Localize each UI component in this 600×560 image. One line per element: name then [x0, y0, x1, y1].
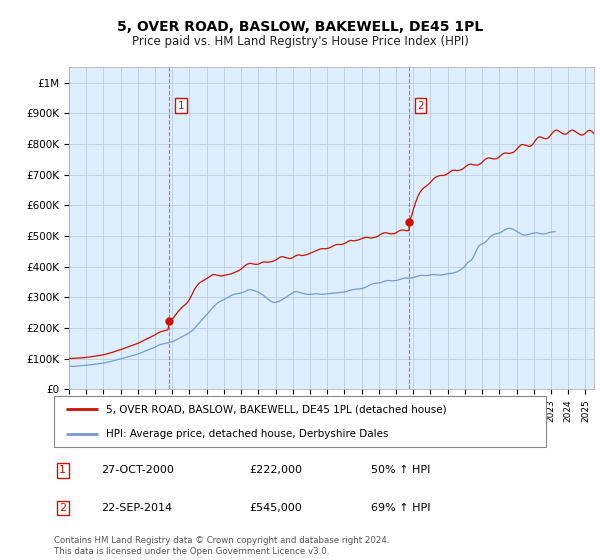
Text: Price paid vs. HM Land Registry's House Price Index (HPI): Price paid vs. HM Land Registry's House …: [131, 35, 469, 48]
FancyBboxPatch shape: [54, 396, 546, 447]
Text: 2: 2: [417, 101, 424, 111]
Text: £222,000: £222,000: [250, 465, 302, 475]
Text: Contains HM Land Registry data © Crown copyright and database right 2024.
This d: Contains HM Land Registry data © Crown c…: [54, 536, 389, 556]
Text: 5, OVER ROAD, BASLOW, BAKEWELL, DE45 1PL (detached house): 5, OVER ROAD, BASLOW, BAKEWELL, DE45 1PL…: [106, 404, 446, 414]
Text: HPI: Average price, detached house, Derbyshire Dales: HPI: Average price, detached house, Derb…: [106, 428, 388, 438]
Text: 27-OCT-2000: 27-OCT-2000: [101, 465, 175, 475]
Text: 22-SEP-2014: 22-SEP-2014: [101, 503, 173, 513]
Text: 69% ↑ HPI: 69% ↑ HPI: [371, 503, 430, 513]
Text: 5, OVER ROAD, BASLOW, BAKEWELL, DE45 1PL: 5, OVER ROAD, BASLOW, BAKEWELL, DE45 1PL: [117, 20, 483, 34]
Text: 2: 2: [59, 503, 67, 513]
Text: 1: 1: [178, 101, 184, 111]
Text: 1: 1: [59, 465, 66, 475]
Text: £545,000: £545,000: [250, 503, 302, 513]
Text: 50% ↑ HPI: 50% ↑ HPI: [371, 465, 430, 475]
